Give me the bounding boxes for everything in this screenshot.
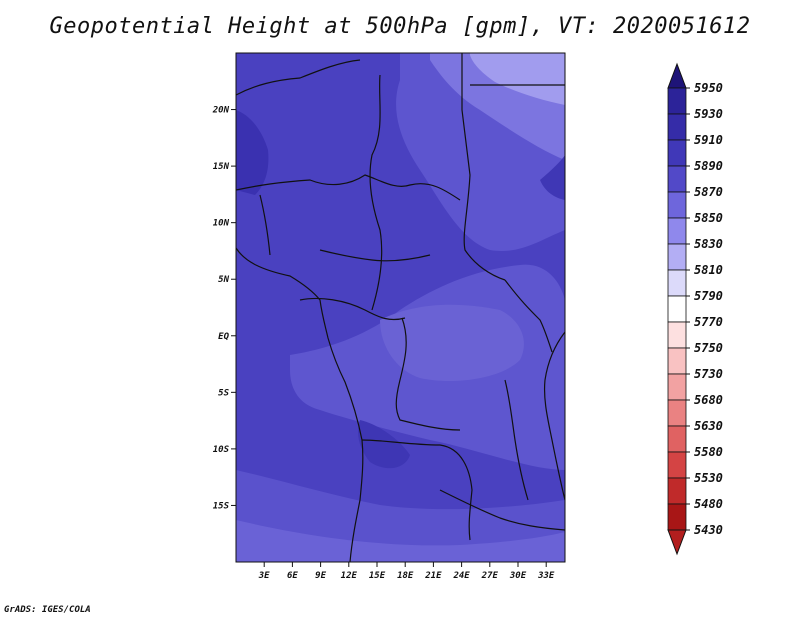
colorbar-top-arrow xyxy=(667,62,687,89)
colorbar-segment xyxy=(667,139,687,167)
colorbar-label: 5830 xyxy=(694,237,723,251)
credit-label: GrADS: IGES/COLA xyxy=(4,605,91,615)
lat-tick-label: 5S xyxy=(218,388,229,398)
colorbar-label: 5680 xyxy=(694,393,723,407)
colorbar-segment xyxy=(667,191,687,219)
colorbar-segment xyxy=(667,217,687,245)
field-central-light xyxy=(380,304,524,381)
lon-axis: 3E 6E 9E 12E 15E 18E 21E 24E 27E 30E 33E xyxy=(258,562,555,581)
lat-tick-label: EQ xyxy=(218,332,229,342)
border-congo xyxy=(395,317,461,431)
colorbar-segment xyxy=(667,503,687,531)
colorbar-label: 5810 xyxy=(694,263,723,277)
colorbar-segment xyxy=(667,451,687,479)
colorbar: 5950 5930 5910 5890 5870 5850 5830 5810 5790 5770… xyxy=(667,62,723,556)
field-west-dark xyxy=(236,110,269,195)
colorbar-segment xyxy=(667,347,687,375)
lat-tick-label: 10N xyxy=(213,219,230,229)
map-field xyxy=(236,53,565,562)
colorbar-label: 5730 xyxy=(694,367,723,381)
lon-tick-label: 27E xyxy=(481,571,499,581)
lon-tick-label: 18E xyxy=(397,571,414,581)
colorbar-segment xyxy=(667,87,687,115)
colorbar-segment xyxy=(667,477,687,505)
border-angola xyxy=(361,439,473,541)
field-congo-dark xyxy=(358,420,410,469)
colorbar-label: 5870 xyxy=(694,185,723,199)
lon-tick-label: 33E xyxy=(537,571,555,581)
colorbar-label: 5950 xyxy=(694,81,723,95)
lat-tick-label: 5N xyxy=(218,275,229,285)
colorbar-label: 5530 xyxy=(694,471,723,485)
lon-tick-label: 24E xyxy=(452,571,470,581)
lat-tick-label: 15N xyxy=(213,162,230,172)
lon-tick-label: 30E xyxy=(509,571,527,581)
border-extra-3 xyxy=(259,194,271,256)
border-north xyxy=(236,59,361,96)
border-central xyxy=(299,297,406,321)
field-northeast-lighter xyxy=(470,53,565,105)
colorbar-label: 5480 xyxy=(694,497,723,511)
border-sahel xyxy=(236,174,461,201)
lon-tick-label: 9E xyxy=(315,571,326,581)
lat-tick-label: 10S xyxy=(213,445,230,455)
colorbar-label: 5630 xyxy=(694,419,723,433)
colorbar-bottom-arrow xyxy=(667,529,687,556)
border-vertical-2 xyxy=(461,53,506,281)
border-vertical-1 xyxy=(369,74,383,311)
lat-tick-label: 20N xyxy=(212,106,230,116)
lon-tick-label: 21E xyxy=(424,571,442,581)
lat-tick-label: 15S xyxy=(213,501,230,511)
colorbar-segment xyxy=(667,373,687,401)
lon-tick-label: 3E xyxy=(258,571,270,581)
map-title: Geopotential Height at 500hPa [gpm], VT:… xyxy=(49,14,751,39)
border-east xyxy=(504,279,553,353)
colorbar-segment xyxy=(667,113,687,141)
colorbar-segment xyxy=(667,399,687,427)
colorbar-label: 5580 xyxy=(694,445,723,459)
lat-axis: 20N 15N 10N 5N EQ 5S 10S 15S xyxy=(212,106,236,511)
border-south xyxy=(439,489,565,531)
colorbar-label: 5910 xyxy=(694,133,723,147)
colorbar-segment xyxy=(667,295,687,323)
border-extra-1 xyxy=(319,249,431,262)
colorbar-label: 5930 xyxy=(694,107,723,121)
colorbar-segment xyxy=(667,269,687,297)
colorbar-label: 5430 xyxy=(694,523,723,537)
map-frame xyxy=(235,52,566,563)
country-borders xyxy=(236,53,565,562)
lon-tick-label: 15E xyxy=(369,571,386,581)
lon-tick-label: 6E xyxy=(287,571,298,581)
border-lakes xyxy=(504,379,529,501)
colorbar-label: 5790 xyxy=(694,289,723,303)
field-east-dark xyxy=(540,155,565,200)
lon-tick-label: 12E xyxy=(341,571,358,581)
colorbar-label: 5750 xyxy=(694,341,723,355)
colorbar-label: 5770 xyxy=(694,315,723,329)
coastline-west xyxy=(236,247,364,562)
colorbar-segment xyxy=(667,321,687,349)
colorbar-label: 5850 xyxy=(694,211,723,225)
colorbar-segment xyxy=(667,165,687,193)
colorbar-segment xyxy=(667,425,687,453)
coastline-east xyxy=(543,331,565,501)
colorbar-label: 5890 xyxy=(694,159,723,173)
field-south-band-light xyxy=(236,520,565,562)
colorbar-segment xyxy=(667,243,687,271)
